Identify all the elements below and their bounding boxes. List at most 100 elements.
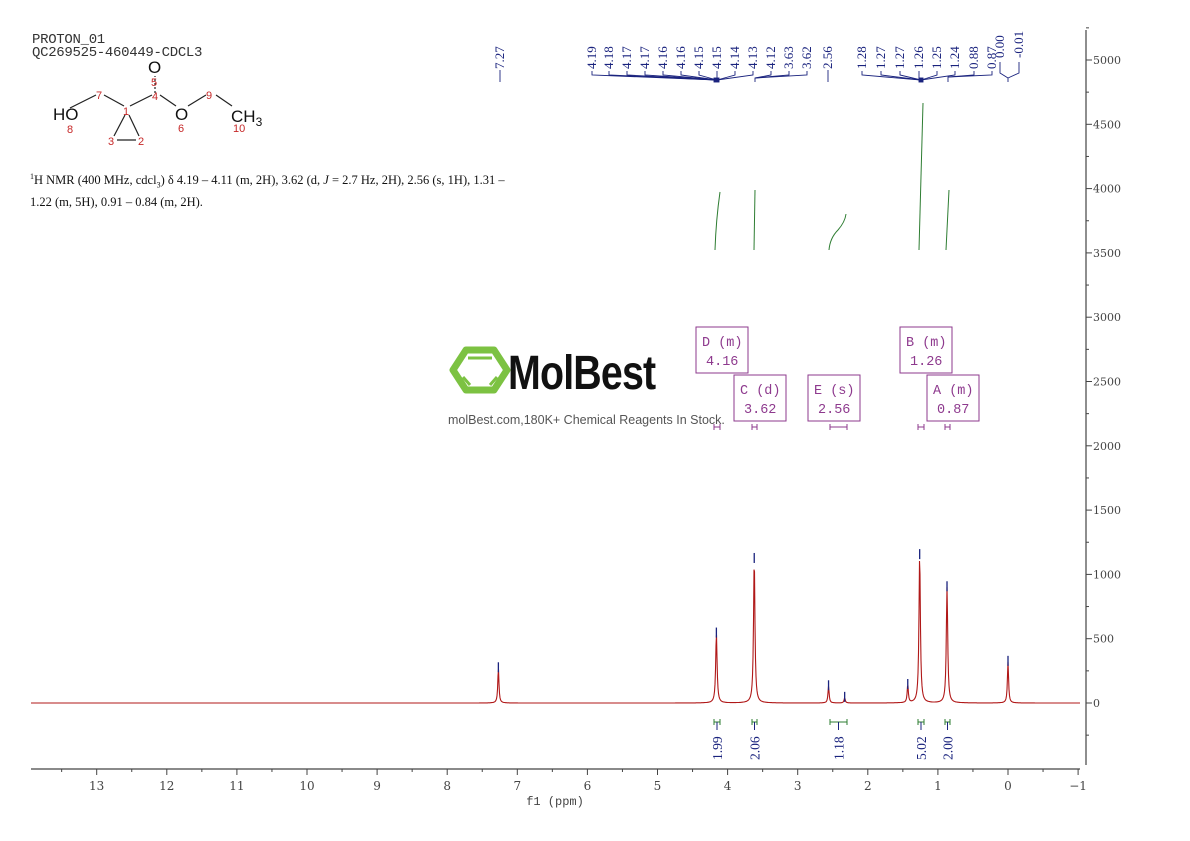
peak-label: 1.24: [947, 46, 962, 69]
peak-label: 0.87: [984, 46, 999, 69]
x-tick-label: 11: [229, 779, 244, 793]
integral-2: 1.18: [829, 719, 848, 760]
x-tick-label: −1: [1069, 779, 1087, 793]
peak-label: 0.88: [966, 46, 981, 69]
integral-3: 5.02: [914, 719, 929, 760]
x-tick-label: 9: [373, 779, 381, 793]
peak-label: 1.26: [911, 46, 926, 69]
atom-o-ester: O: [175, 105, 188, 124]
multiplet-box-b: B (m) 1.26: [899, 326, 953, 374]
x-tick-label: 0: [1004, 779, 1012, 793]
sample-id: QC269525-460449-CDCL3: [32, 45, 203, 61]
integral-1: 2.06: [748, 719, 763, 760]
integral-4: 2.00: [941, 719, 956, 760]
multiplet-box-c: C (d) 3.62: [733, 374, 787, 422]
y-tick-label: 5000: [1093, 54, 1121, 67]
y-tick-label: 1500: [1093, 504, 1121, 517]
svg-text:2.56: 2.56: [818, 403, 850, 418]
svg-text:3.62: 3.62: [744, 403, 776, 418]
integral-0: 1.99: [710, 719, 725, 760]
svg-text:9: 9: [206, 90, 212, 102]
peak-label: 4.18: [601, 46, 616, 69]
peak-label: 4.16: [673, 46, 688, 69]
multiplet-box-e: E (s) 2.56: [807, 374, 861, 422]
y-tick-label: 4500: [1093, 118, 1121, 131]
atom-ch3: CH3: [231, 107, 263, 129]
x-tick-label: 6: [584, 779, 592, 793]
svg-text:1.26: 1.26: [910, 355, 942, 370]
svg-text:6: 6: [178, 123, 184, 135]
x-tick-label: 13: [89, 779, 104, 793]
svg-text:2.06: 2.06: [748, 736, 763, 760]
svg-text:4.16: 4.16: [706, 355, 738, 370]
peak-label: 4.19: [584, 46, 599, 69]
peak-markers: [497, 549, 1009, 702]
y-tick-label: 3500: [1093, 247, 1121, 260]
peak-label: 0.00: [992, 35, 1007, 58]
multiplet-box-d: D (m) 4.16: [695, 326, 749, 374]
x-tick-label: 4: [724, 779, 732, 793]
x-axis-label: f1 (ppm): [526, 795, 584, 809]
x-tick-label: 8: [443, 779, 451, 793]
peak-label-connectors: [499, 62, 1020, 83]
peak-label: 1.27: [873, 46, 888, 69]
y-tick-label: 3000: [1093, 311, 1121, 324]
peak-label: 4.15: [709, 46, 724, 69]
svg-text:B (m): B (m): [906, 336, 947, 351]
svg-text:7: 7: [96, 90, 102, 102]
peak-label: 4.12: [763, 46, 778, 69]
experiment-name: PROTON_01: [32, 32, 105, 48]
integral-curves: [714, 102, 950, 251]
svg-text:C (d): C (d): [740, 384, 781, 399]
peak-label: 3.63: [781, 46, 796, 69]
x-tick-label: 12: [159, 779, 174, 793]
svg-text:1: 1: [123, 106, 129, 118]
molbest-logo-icon: [449, 346, 511, 394]
svg-text:10: 10: [233, 123, 245, 135]
multiplet-annotations: D (m) 4.16C (d) 3.62 E (s) 2.56 B (m) 1.26 A (m…: [695, 326, 980, 430]
watermark-brand: MolBest: [508, 347, 656, 400]
x-tick-label: 7: [513, 779, 521, 793]
peak-label: 3.62: [799, 46, 814, 69]
peak-label: 4.15: [691, 46, 706, 69]
atom-ho: HO: [53, 105, 79, 124]
svg-text:1.18: 1.18: [832, 736, 847, 760]
svg-text:D (m): D (m): [702, 336, 743, 351]
atom-o-carbonyl: O: [148, 58, 161, 77]
svg-text:A (m): A (m): [933, 384, 974, 399]
svg-text:E (s): E (s): [814, 384, 855, 399]
x-tick-label: 3: [794, 779, 802, 793]
spectrum-trace: [31, 560, 1080, 704]
svg-text:3: 3: [108, 136, 114, 148]
peak-label: 4.16: [655, 46, 670, 69]
y-tick-label: 2000: [1093, 440, 1121, 453]
y-tick-label: 4000: [1093, 183, 1121, 196]
svg-text:2: 2: [138, 136, 144, 148]
nmr-description: 1H NMR (400 MHz, cdcl3) δ 4.19 – 4.11 (m…: [30, 172, 505, 209]
svg-text:4: 4: [152, 91, 158, 103]
peak-label: 4.14: [727, 46, 742, 69]
peak-label: 1.28: [854, 46, 869, 69]
svg-text:5: 5: [151, 77, 157, 89]
y-tick-label: 500: [1093, 633, 1114, 646]
integral-labels: 1.99 2.06 1.18 5.02 2.00: [710, 719, 956, 760]
y-tick-label: 0: [1093, 697, 1100, 710]
x-tick-label: 10: [299, 779, 314, 793]
multiplet-box-a: A (m) 0.87: [926, 374, 980, 422]
peak-label: -0.01: [1011, 31, 1026, 58]
x-tick-label: 1: [934, 779, 942, 793]
peak-label: 1.27: [892, 46, 907, 69]
peak-labels: 7.27 4.19 4.18 4.17 4.17 4.16 4.16 4.15 4.15 4.14…: [492, 31, 1026, 69]
peak-label: 1.25: [929, 46, 944, 69]
peak-label: 4.17: [619, 46, 634, 69]
peak-label: 7.27: [492, 46, 507, 69]
svg-text:5.02: 5.02: [914, 736, 929, 760]
watermark-tagline: molBest.com,180K+ Chemical Reagents In S…: [448, 413, 725, 427]
peak-label: 4.17: [637, 46, 652, 69]
peak-label: 4.13: [745, 46, 760, 69]
peak-label: 2.56: [820, 46, 835, 69]
y-tick-label: 1000: [1093, 568, 1121, 581]
svg-text:1.99: 1.99: [710, 736, 725, 760]
